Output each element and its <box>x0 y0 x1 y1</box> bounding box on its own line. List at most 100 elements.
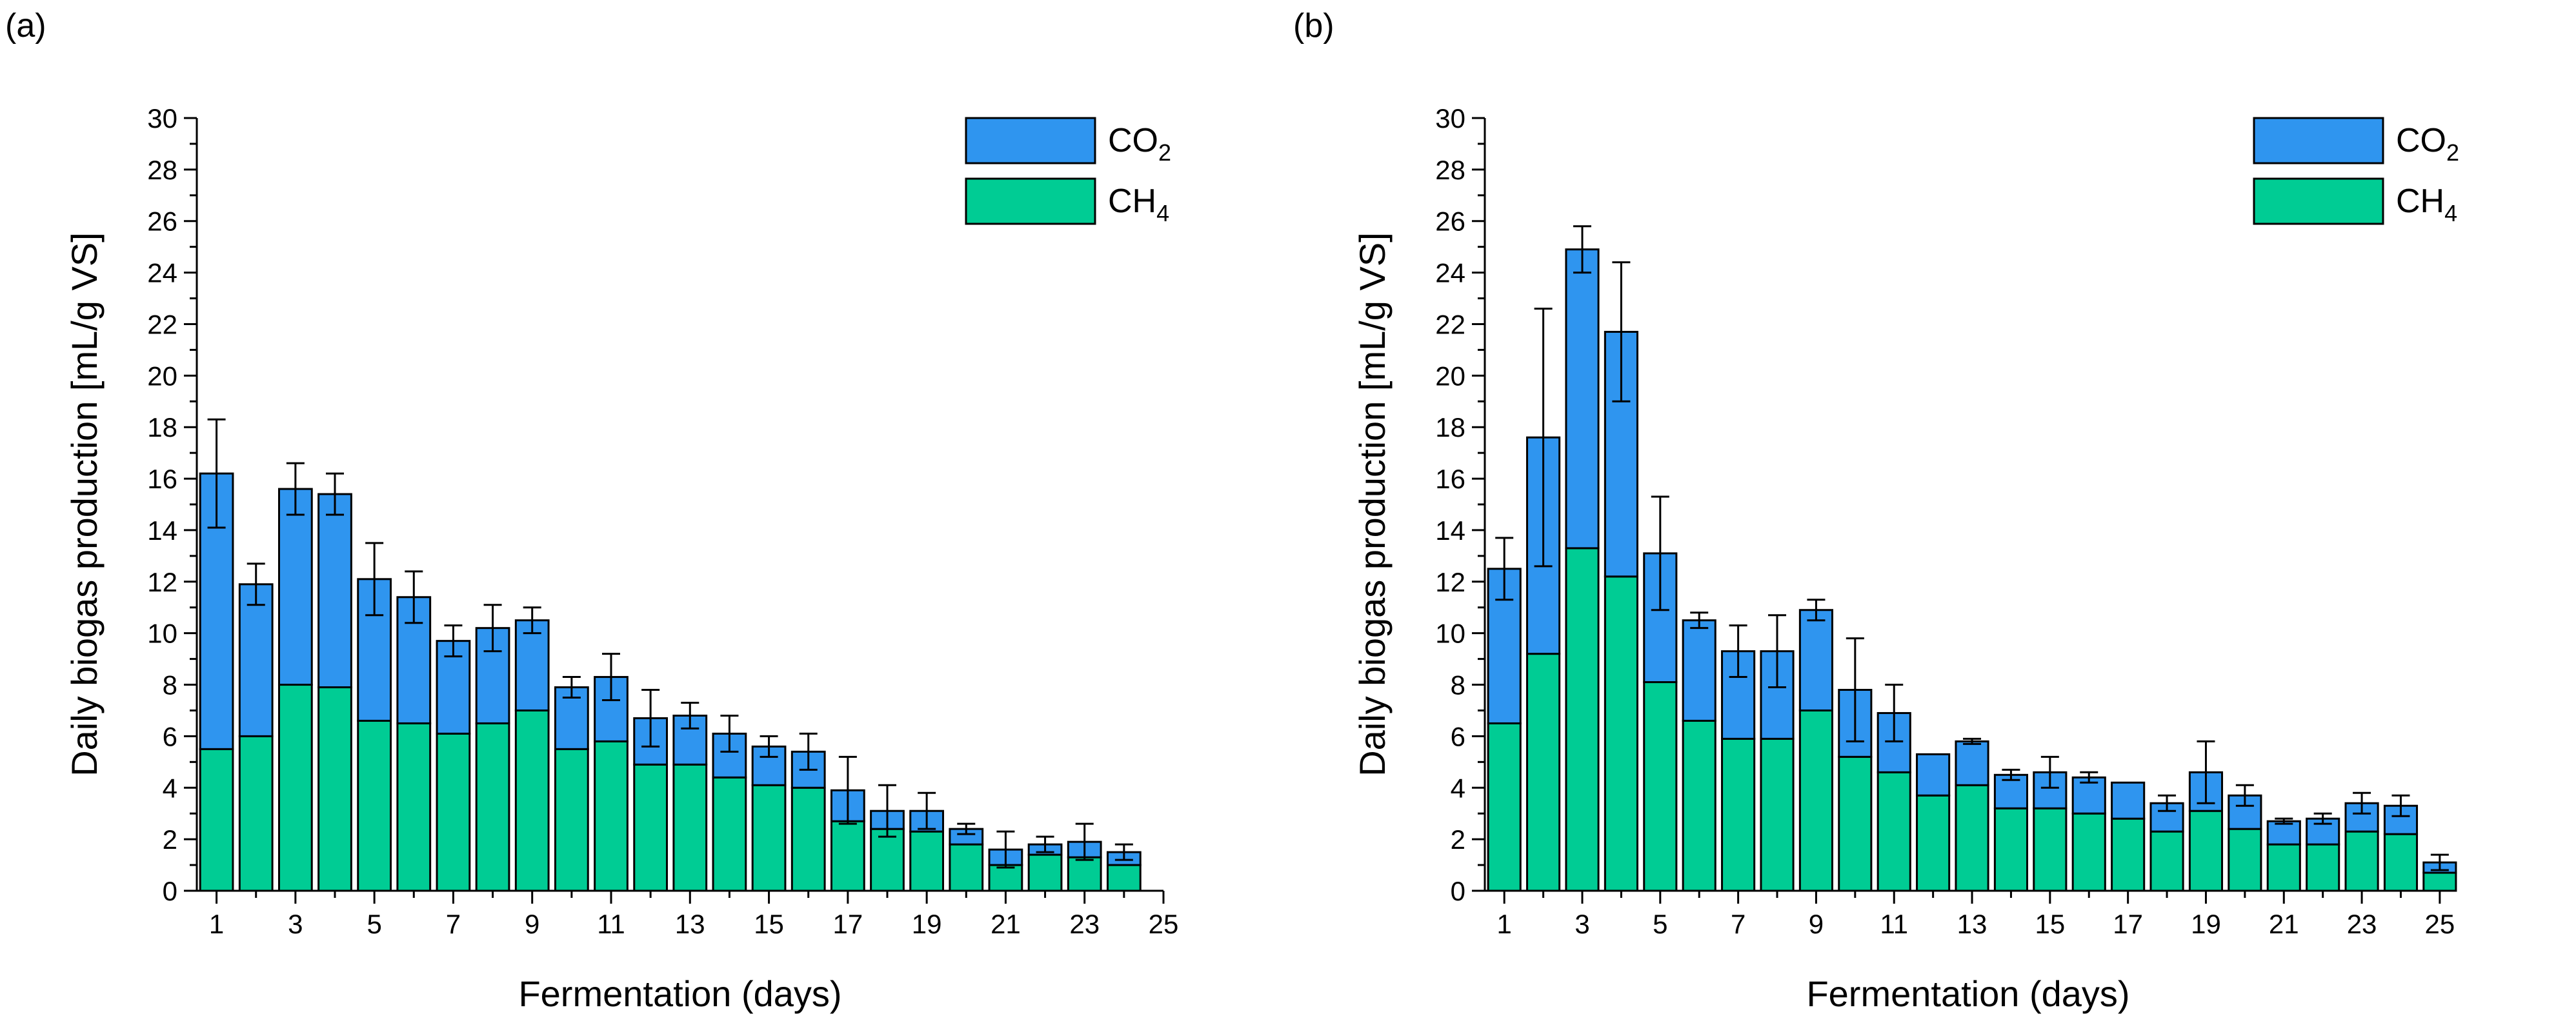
bar-ch4 <box>2228 828 2262 892</box>
x-tick-label: 13 <box>675 909 705 939</box>
bar-ch4 <box>2383 833 2419 892</box>
y-tick-label: 10 <box>1435 619 1465 649</box>
bar-co2 <box>317 493 352 689</box>
legend-label-co2: CO2 <box>1108 122 1171 166</box>
panel-label: (b) <box>1293 7 1334 45</box>
x-axis-title: Fermentation (days) <box>1806 973 2129 1014</box>
bar-ch4 <box>790 786 826 892</box>
y-tick-label: 6 <box>163 721 177 751</box>
x-tick-label: 21 <box>2269 909 2299 939</box>
y-tick-label: 0 <box>1451 876 1465 906</box>
bar-co2 <box>2266 820 2301 846</box>
bar-co2 <box>1955 740 1989 786</box>
x-tick-label: 15 <box>754 909 784 939</box>
y-tick-label: 20 <box>147 361 177 391</box>
bar-ch4 <box>1106 864 1142 892</box>
y-tick-label: 16 <box>147 464 177 494</box>
y-tick-label: 16 <box>1435 464 1465 494</box>
x-tick-label: 5 <box>1653 909 1667 939</box>
bar-ch4 <box>1955 784 1989 892</box>
bar-ch4 <box>396 722 432 892</box>
x-tick-label: 1 <box>209 909 224 939</box>
bar-co2 <box>238 583 274 737</box>
panel-label: (a) <box>5 7 46 45</box>
bar-co2 <box>514 619 550 711</box>
bar-ch4 <box>909 830 945 892</box>
bar-ch4 <box>949 843 984 892</box>
x-tick-label: 9 <box>525 909 539 939</box>
y-tick-label: 24 <box>1435 258 1465 288</box>
bars-group <box>1487 248 2457 892</box>
bar-ch4 <box>2344 830 2379 892</box>
bar-ch4 <box>1526 653 1561 892</box>
legend-swatch-co2 <box>965 117 1096 164</box>
y-tick-label: 12 <box>1435 567 1465 597</box>
bar-ch4 <box>2266 843 2301 892</box>
bar-co2 <box>277 488 313 686</box>
x-axis-title: Fermentation (days) <box>518 973 841 1014</box>
y-tick-label: 22 <box>147 309 177 339</box>
error-bars-group <box>1495 225 2449 871</box>
x-tick-label: 13 <box>1957 909 1987 939</box>
x-tick-label: 17 <box>832 909 863 939</box>
y-tick-label: 28 <box>1435 155 1465 185</box>
y-tick-label: 8 <box>163 670 177 700</box>
legend-label-co2: CO2 <box>2396 122 2459 166</box>
bar-ch4 <box>2033 807 2068 892</box>
legend-swatch-co2 <box>2253 117 2384 164</box>
bar-co2 <box>1721 650 1756 740</box>
x-tick-label: 9 <box>1809 909 1824 939</box>
bar-co2 <box>1916 753 1951 797</box>
y-tick-label: 14 <box>1435 515 1465 546</box>
bar-ch4 <box>277 684 313 892</box>
error-bars-group <box>207 418 1133 869</box>
legend-swatch-ch4 <box>2253 177 2384 225</box>
bar-ch4 <box>317 686 352 892</box>
x-tick-label: 25 <box>2425 909 2455 939</box>
bar-ch4 <box>436 732 471 892</box>
bar-ch4 <box>2071 812 2106 892</box>
y-tick-label: 26 <box>1435 206 1465 237</box>
bar-ch4 <box>1993 807 2029 892</box>
bars-group <box>199 472 1142 892</box>
bar-ch4 <box>1916 794 1951 892</box>
x-tick-label: 17 <box>2113 909 2143 939</box>
bar-ch4 <box>2422 871 2457 892</box>
x-tick-label: 23 <box>2347 909 2377 939</box>
bar-co2 <box>1682 619 1716 722</box>
legend-subscript: 4 <box>2444 200 2457 226</box>
bar-ch4 <box>2306 843 2340 892</box>
bar-ch4 <box>1838 755 1873 892</box>
x-tick-label: 1 <box>1497 909 1512 939</box>
legend-label-ch4: CH4 <box>1108 183 1169 226</box>
bar-ch4 <box>1604 575 1638 892</box>
y-tick-label: 0 <box>163 876 177 906</box>
bar-ch4 <box>2111 817 2146 892</box>
y-tick-label: 30 <box>1435 103 1465 134</box>
bar-ch4 <box>751 784 787 892</box>
y-tick-label: 12 <box>147 567 177 597</box>
bar-co2 <box>436 640 471 735</box>
x-tick-label: 11 <box>1880 909 1908 939</box>
legend: CO2 CH4 <box>2253 117 2459 226</box>
bar-ch4 <box>1798 709 1833 892</box>
legend-subscript: 2 <box>1158 139 1171 166</box>
bar-ch4 <box>357 719 392 892</box>
x-tick-label: 21 <box>991 909 1021 939</box>
bar-ch4 <box>1067 856 1102 892</box>
x-tick-label: 19 <box>2191 909 2221 939</box>
chart-panel-b: (b) 0 2 4 6 8 10 12 14 16 18 20 22 24 26 28 30 1 3 5 7 9 11 13… <box>1288 0 2576 1023</box>
chart-panel-a: (a) 0 2 4 6 8 10 12 14 16 18 20 22 24 26 28 30 1 3 5 7 9 11 13… <box>5 7 1178 1014</box>
bar-ch4 <box>1027 853 1063 892</box>
bar-ch4 <box>1760 737 1795 892</box>
y-axis-title: Daily biogas production [mL/g VS] <box>1352 232 1393 777</box>
bar-co2 <box>1798 609 1833 711</box>
x-tick-label: 15 <box>2035 909 2065 939</box>
legend-subscript: 4 <box>1156 200 1169 226</box>
bar-ch4 <box>1877 771 1911 892</box>
bar-ch4 <box>1682 719 1716 892</box>
bar-ch4 <box>633 763 669 892</box>
